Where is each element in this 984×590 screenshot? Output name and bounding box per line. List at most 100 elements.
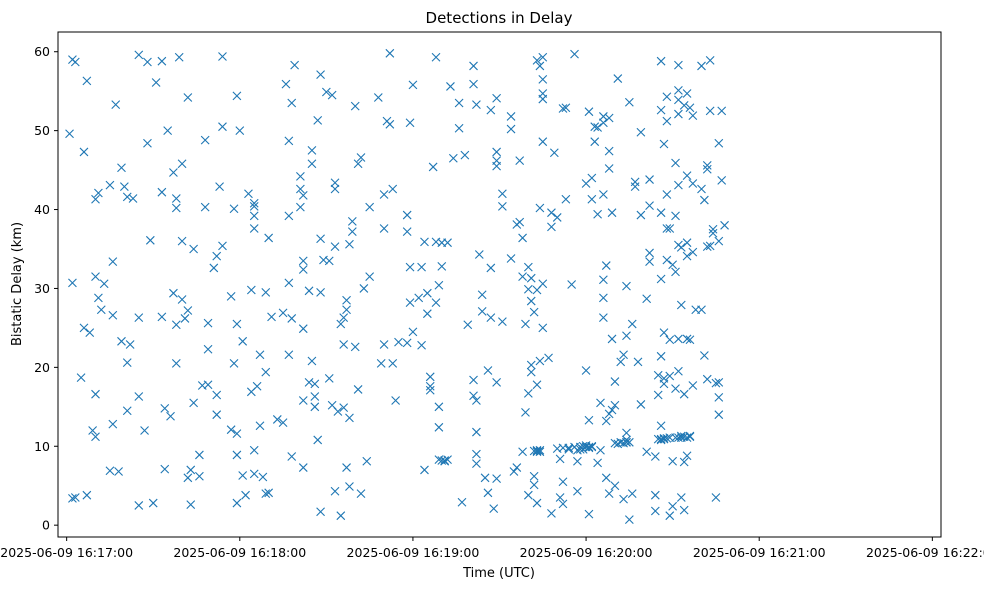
data-point [483,488,493,498]
plot-marks [65,48,729,525]
data-point [65,129,74,139]
data-point [122,406,132,416]
data-point [324,374,334,383]
data-point [674,180,683,190]
data-point [679,457,689,467]
data-point [699,351,709,360]
data-point [278,308,288,318]
data-point [342,295,351,305]
data-point [249,445,259,455]
data-point [619,494,628,504]
data-point [125,340,135,349]
data-point [353,159,363,169]
data-point [414,293,424,303]
data-point [350,342,360,352]
data-point [529,307,539,317]
data-point [659,139,669,149]
data-point [94,293,103,303]
data-point [91,432,100,442]
data-point [489,504,499,513]
data-point [512,463,522,472]
data-point [656,274,666,284]
data-point [108,419,118,429]
data-point [316,288,325,297]
data-point [171,203,181,213]
data-point [255,421,265,431]
data-point [682,334,692,344]
data-point [665,511,675,521]
data-point [720,220,729,230]
data-point [189,244,199,254]
data-point [711,378,721,388]
data-point [682,251,692,261]
data-point [296,202,305,212]
data-point [232,319,242,329]
data-point [385,119,395,129]
data-point [535,203,545,213]
data-point [714,138,724,148]
data-point [85,328,95,338]
data-point [627,489,637,498]
data-point [336,319,346,329]
data-point [417,340,426,350]
data-point [671,384,680,394]
data-point [708,224,718,234]
data-point [443,238,452,248]
data-point [622,437,631,447]
x-axis-label: Time (UTC) [462,566,535,581]
data-point [685,103,695,113]
data-point [699,195,709,205]
data-point [535,447,545,457]
data-point [434,280,444,290]
data-point [212,390,222,400]
data-point [238,336,248,346]
data-point [454,98,464,108]
data-point [682,89,692,98]
data-point [653,370,663,380]
data-point [538,137,548,147]
data-point [434,402,444,412]
data-point [431,52,441,62]
data-point [714,392,724,402]
data-point [636,400,646,409]
data-point [685,432,695,442]
data-point [584,509,594,519]
data-point [111,100,121,109]
data-point [558,499,568,509]
data-point [492,93,502,103]
data-point [564,445,574,454]
y-tick-label: 40 [34,202,50,217]
data-point [212,410,222,420]
chart-title: Detections in Delay [426,9,573,27]
data-point [665,335,675,345]
data-point [624,97,634,107]
data-point [347,216,357,226]
data-point [601,416,611,426]
y-tick-label: 60 [34,44,50,59]
data-point [252,381,262,391]
data-point [671,267,680,277]
data-point [189,398,199,408]
y-tick-label: 20 [34,360,50,375]
data-point [215,182,224,192]
data-point [119,182,129,192]
data-point [177,236,187,246]
data-point [590,137,600,147]
data-point [255,350,265,360]
data-point [688,381,698,390]
data-point [339,403,349,412]
data-point [682,433,692,442]
data-point [685,431,695,441]
data-point [702,164,712,174]
data-point [515,156,525,166]
data-point [264,233,274,243]
data-point [674,366,683,376]
data-point [440,456,450,466]
data-point [186,500,196,510]
data-point [598,293,608,303]
data-point [91,194,100,204]
data-point [446,82,455,91]
data-point [169,168,178,177]
data-point [362,456,372,466]
data-point [613,74,623,83]
